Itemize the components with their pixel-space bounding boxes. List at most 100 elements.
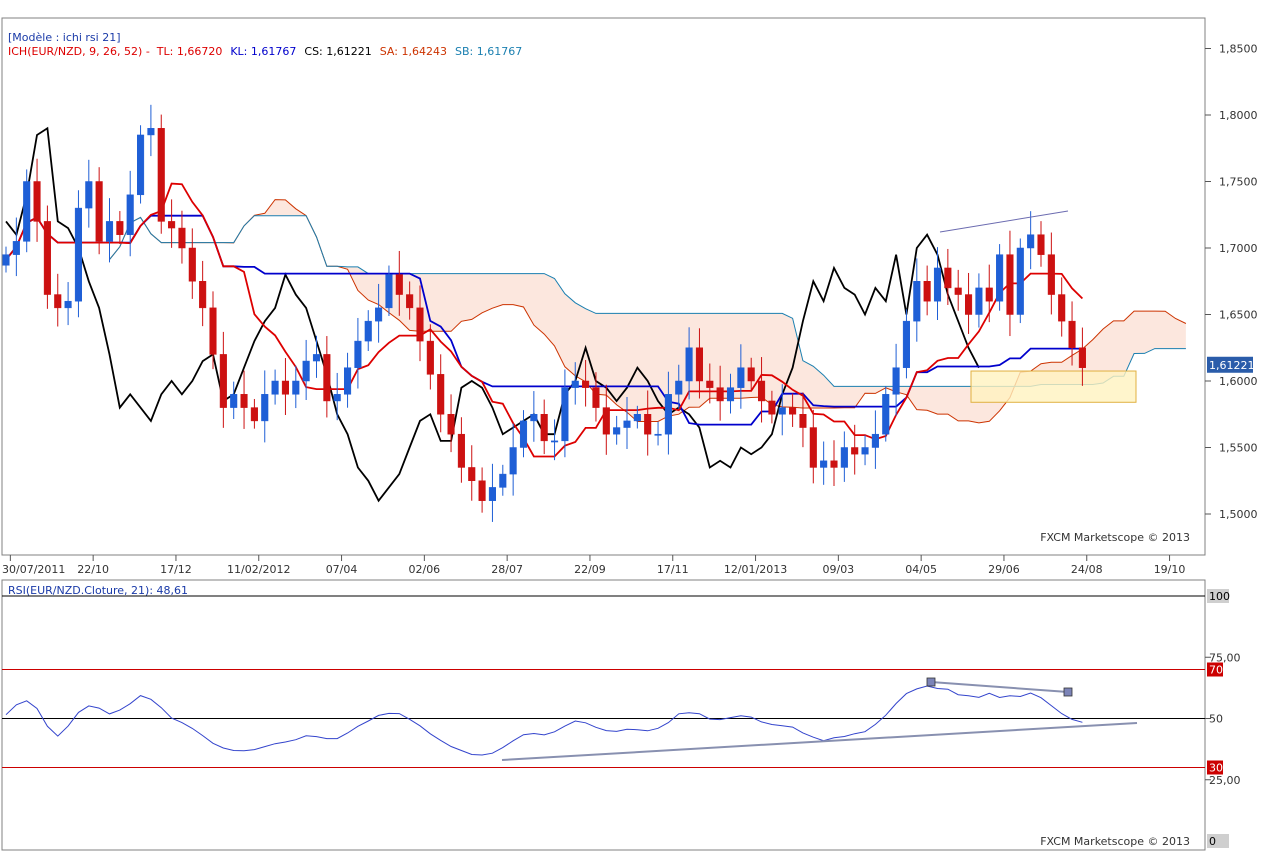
candle-body[interactable] [716, 387, 724, 402]
candle-body[interactable] [1058, 294, 1066, 322]
candle-body[interactable] [364, 320, 372, 342]
candle-body[interactable] [219, 354, 227, 408]
candle-body[interactable] [302, 360, 310, 382]
kijun-sen-line[interactable] [5, 214, 1083, 426]
candle-body[interactable] [861, 447, 869, 455]
candle-body[interactable] [923, 281, 931, 302]
candle-body[interactable] [95, 181, 103, 242]
price-panel[interactable]: 1,8500 1,8000 1,7500 1,7000 1,6500 1,6000 1,55… [1, 17, 1258, 576]
candle-body[interactable] [902, 320, 911, 368]
candle-body[interactable] [312, 354, 321, 362]
candle-body[interactable] [261, 394, 269, 422]
candle-body[interactable] [551, 440, 559, 443]
candle-body[interactable] [230, 394, 238, 408]
candle-body[interactable] [582, 380, 590, 388]
chikou-span-line[interactable] [5, 126, 980, 503]
candle-body[interactable] [530, 414, 538, 422]
candle-body[interactable] [1078, 347, 1086, 368]
candle-body[interactable] [281, 380, 289, 395]
candle-body[interactable] [437, 374, 445, 415]
candle-body[interactable] [726, 387, 735, 402]
candle-body[interactable] [43, 221, 51, 295]
candle-body[interactable] [768, 400, 776, 415]
candle-body[interactable] [406, 294, 414, 309]
candle-body[interactable] [820, 460, 828, 468]
candle-body[interactable] [892, 367, 900, 395]
candle-body[interactable] [209, 307, 217, 355]
candle-body[interactable] [468, 467, 476, 482]
candle-body[interactable] [157, 128, 165, 222]
candle-body[interactable] [488, 487, 496, 501]
candle-body[interactable] [695, 347, 704, 382]
candle-body[interactable] [323, 354, 331, 402]
candle-body[interactable] [240, 394, 248, 408]
candle-body[interactable] [840, 447, 848, 468]
candle-body[interactable] [602, 407, 610, 435]
candle-body[interactable] [126, 194, 134, 235]
candle-body[interactable] [105, 221, 114, 242]
candle-body[interactable] [1068, 320, 1076, 348]
candle-body[interactable] [1027, 234, 1035, 249]
candle-body[interactable] [933, 267, 942, 302]
candle-body[interactable] [954, 287, 962, 295]
candle-body[interactable] [944, 267, 952, 289]
candle-body[interactable] [540, 414, 548, 442]
candle-body[interactable] [975, 287, 983, 315]
candle-body[interactable] [706, 380, 714, 388]
candle-body[interactable] [675, 380, 683, 395]
candle-body[interactable] [178, 227, 186, 249]
candle-body[interactable] [147, 128, 155, 136]
candle-body[interactable] [33, 181, 41, 222]
rsi-line[interactable] [5, 685, 1083, 756]
rsi-support-trendline[interactable] [501, 722, 1138, 761]
candle-body[interactable] [778, 407, 786, 415]
candle-body[interactable] [333, 394, 341, 402]
candle-body[interactable] [23, 181, 31, 242]
candle-body[interactable] [395, 274, 403, 295]
candle-body[interactable] [54, 294, 62, 309]
candle-body[interactable] [664, 394, 672, 435]
candle-body[interactable] [758, 380, 766, 402]
candle-body[interactable] [985, 287, 993, 302]
candle-body[interactable] [789, 407, 797, 415]
candle-body[interactable] [271, 380, 279, 395]
candle-body[interactable] [385, 274, 393, 309]
candle-body[interactable] [416, 307, 424, 342]
candle-body[interactable] [447, 414, 455, 435]
candle-body[interactable] [199, 281, 207, 309]
candle-body[interactable] [913, 281, 921, 322]
candle-body[interactable] [737, 367, 745, 388]
candle-body[interactable] [965, 294, 973, 315]
rsi-resistance-trendline[interactable] [930, 681, 1069, 693]
candle-body[interactable] [1016, 247, 1024, 315]
candle-body[interactable] [882, 394, 890, 435]
candle-body[interactable] [571, 380, 579, 388]
candle-body[interactable] [168, 221, 176, 229]
candle-body[interactable] [871, 433, 879, 448]
candle-body[interactable] [644, 414, 652, 435]
candle-body[interactable] [426, 340, 434, 375]
candle-body[interactable] [654, 433, 662, 436]
candle-body[interactable] [478, 480, 486, 501]
candle-body[interactable] [64, 300, 72, 309]
candle-body[interactable] [188, 247, 196, 282]
price-trendline[interactable] [939, 210, 1069, 233]
candle-body[interactable] [851, 447, 859, 455]
candle-body[interactable] [623, 420, 631, 428]
candle-body[interactable] [592, 387, 600, 408]
candle-body[interactable] [2, 254, 10, 266]
candle-body[interactable] [344, 367, 352, 395]
candle-body[interactable] [685, 347, 693, 382]
candle-body[interactable] [74, 207, 83, 302]
candle-body[interactable] [116, 221, 124, 235]
candle-body[interactable] [830, 460, 838, 468]
candle-body[interactable] [12, 241, 20, 255]
candle-body[interactable] [809, 427, 817, 468]
candle-body[interactable] [292, 380, 300, 395]
candle-body[interactable] [799, 414, 807, 428]
candle-body[interactable] [1037, 234, 1045, 255]
candle-body[interactable] [519, 420, 528, 448]
candle-body[interactable] [499, 473, 507, 488]
candle-body[interactable] [85, 181, 93, 209]
trendline-handle[interactable] [1063, 687, 1073, 697]
